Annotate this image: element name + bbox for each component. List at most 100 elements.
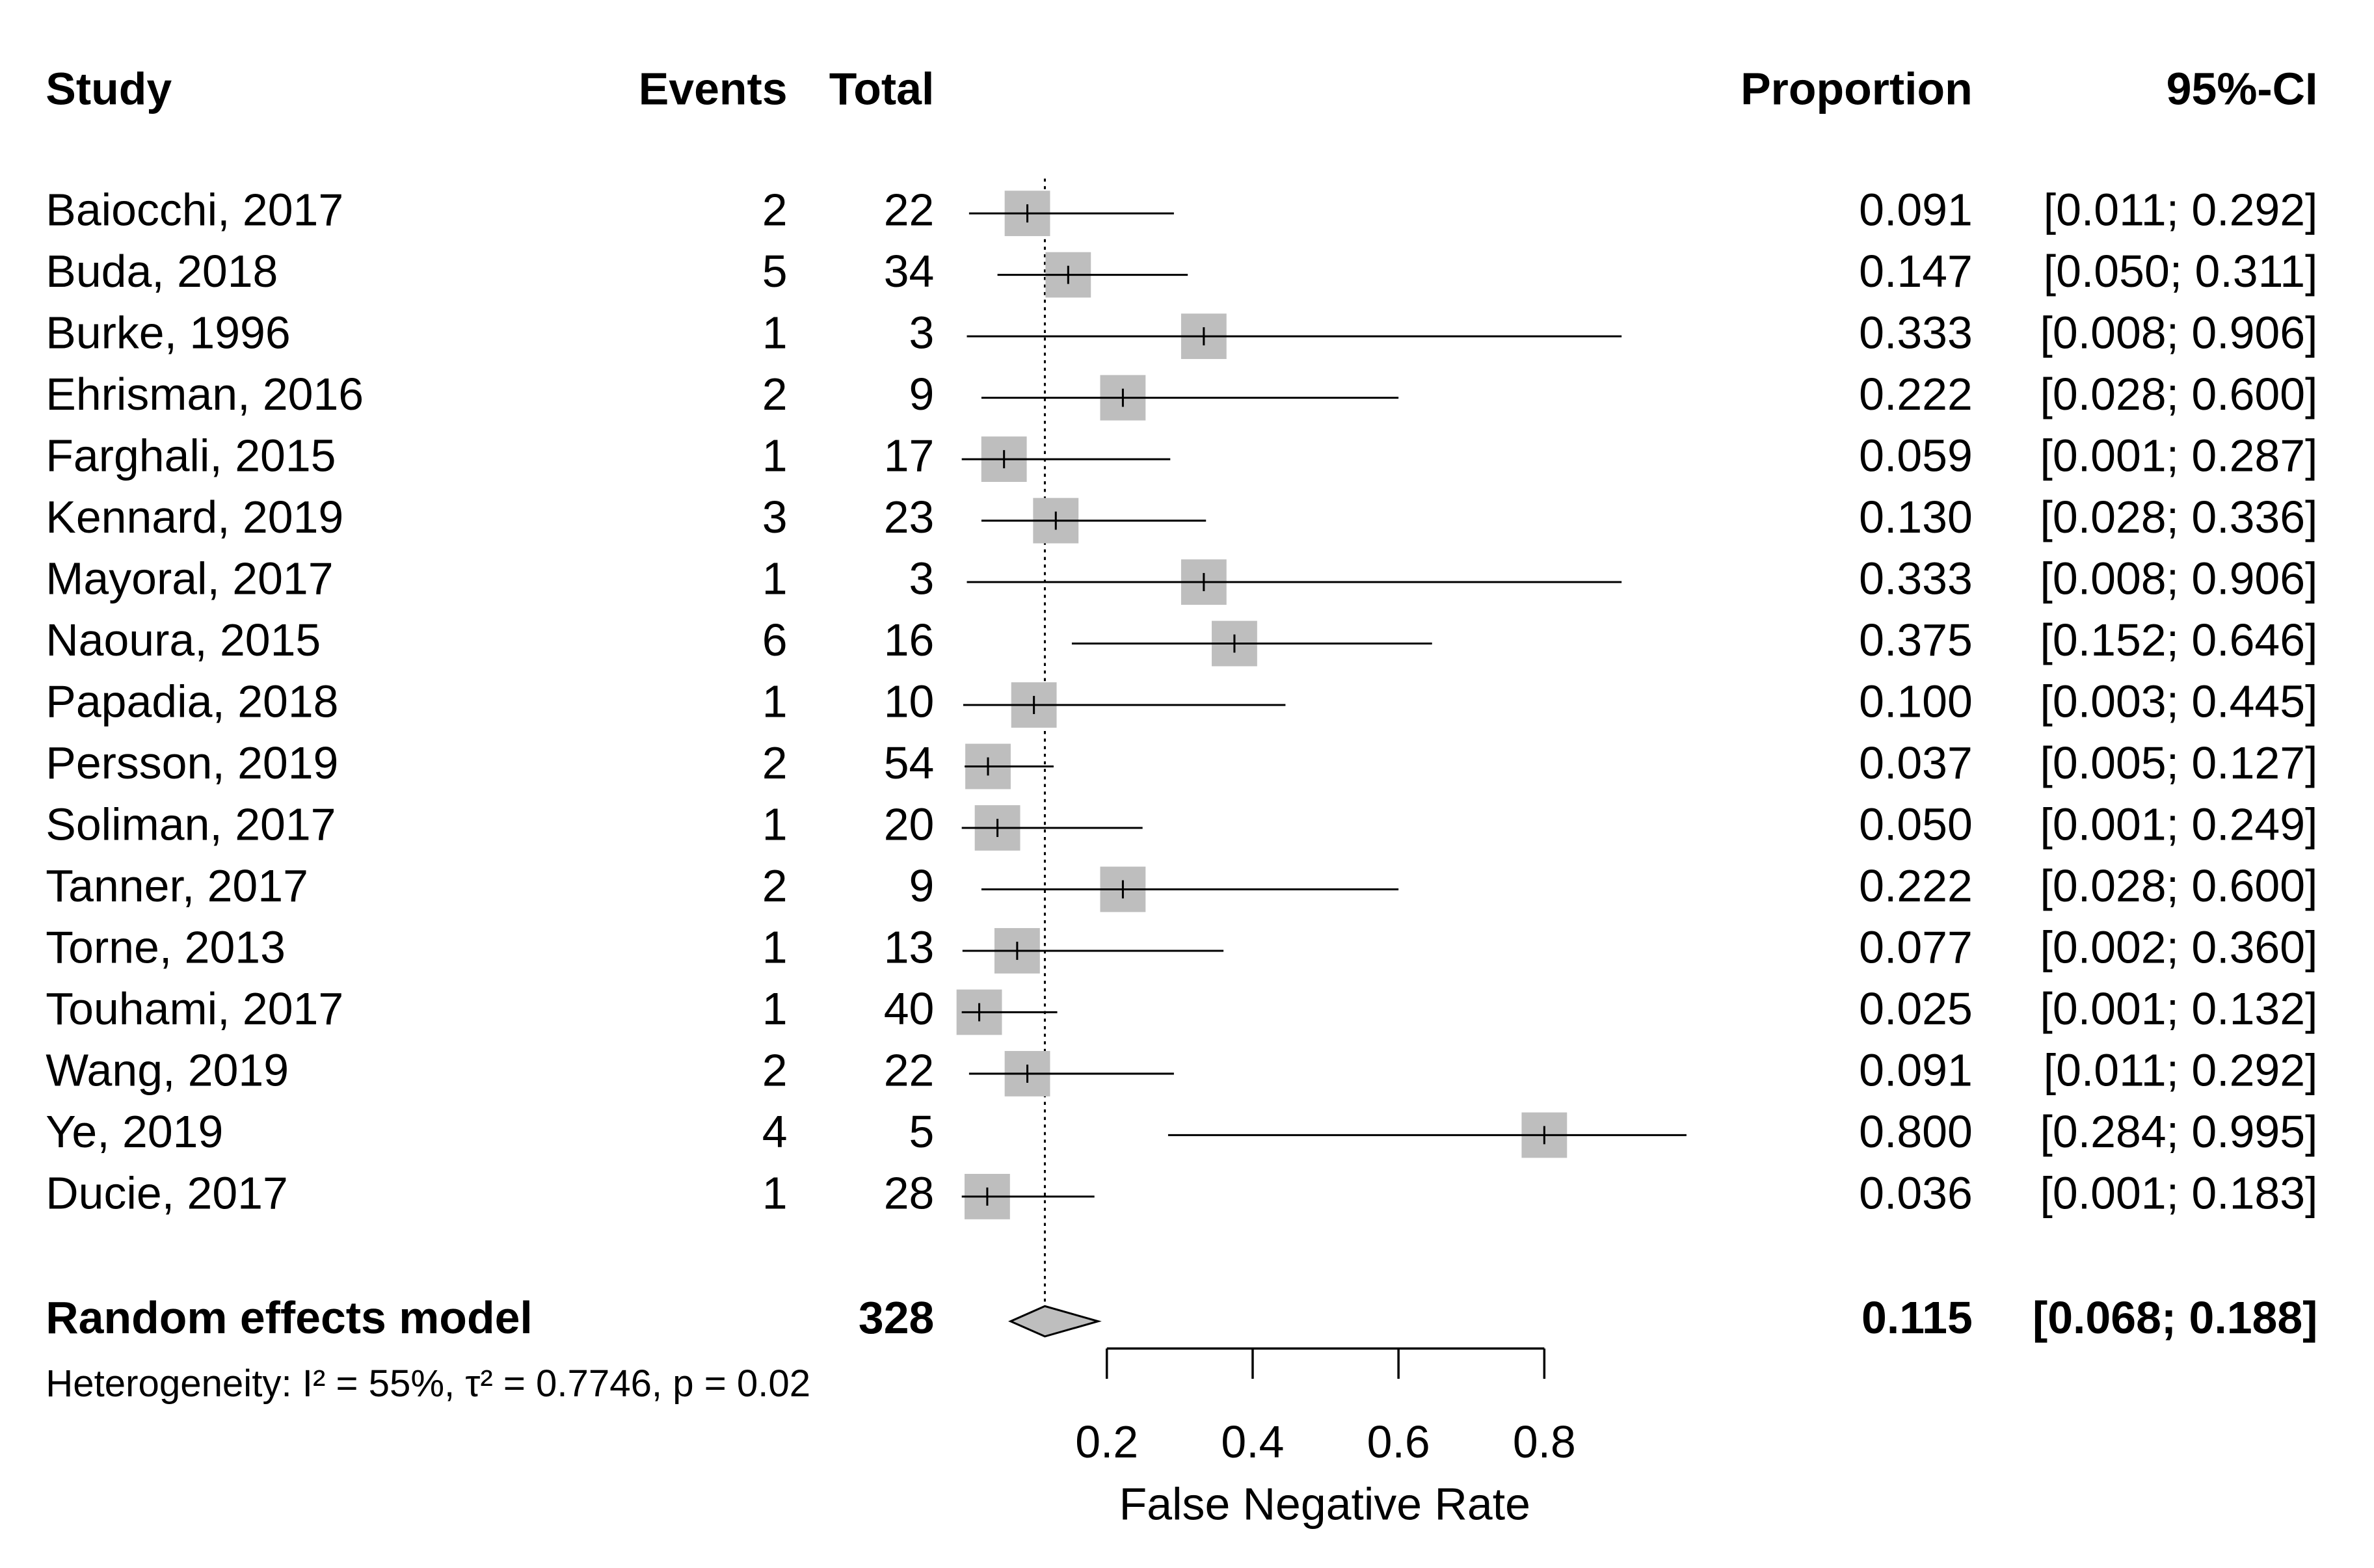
ci: [0.028; 0.600] xyxy=(2040,369,2318,419)
total: 3 xyxy=(909,308,935,358)
header-study: Study xyxy=(46,63,172,114)
events: 2 xyxy=(762,185,788,235)
proportion: 0.333 xyxy=(1859,308,1973,358)
proportion: 0.025 xyxy=(1859,983,1973,1034)
study-name: Soliman, 2017 xyxy=(46,799,336,849)
ci: [0.028; 0.336] xyxy=(2040,492,2318,542)
study-name: Kennard, 2019 xyxy=(46,492,343,542)
x-axis-label: False Negative Rate xyxy=(1119,1478,1530,1529)
events: 1 xyxy=(762,308,788,358)
total: 10 xyxy=(884,676,935,726)
pooled-ci: [0.068; 0.188] xyxy=(2033,1292,2317,1343)
proportion: 0.800 xyxy=(1859,1106,1973,1157)
ci: [0.284; 0.995] xyxy=(2040,1106,2318,1157)
total: 13 xyxy=(884,922,935,972)
events: 2 xyxy=(762,1044,788,1095)
total: 22 xyxy=(884,185,935,235)
events: 1 xyxy=(762,553,788,604)
study-name: Papadia, 2018 xyxy=(46,676,338,726)
header-events: Events xyxy=(639,63,788,114)
proportion: 0.036 xyxy=(1859,1167,1973,1218)
x-tick-label: 0.2 xyxy=(1075,1416,1138,1467)
header-ci: 95%-CI xyxy=(2167,63,2318,114)
x-tick-label: 0.4 xyxy=(1221,1416,1284,1467)
study-name: Farghali, 2015 xyxy=(46,431,336,481)
proportion: 0.222 xyxy=(1859,369,1973,419)
total: 23 xyxy=(884,492,935,542)
events: 1 xyxy=(762,922,788,972)
events: 5 xyxy=(762,246,788,297)
study-name: Buda, 2018 xyxy=(46,246,278,297)
proportion: 0.050 xyxy=(1859,799,1973,849)
header-proportion: Proportion xyxy=(1740,63,1973,114)
study-name: Touhami, 2017 xyxy=(46,983,343,1034)
total: 16 xyxy=(884,615,935,665)
events: 2 xyxy=(762,860,788,911)
total: 20 xyxy=(884,799,935,849)
events: 1 xyxy=(762,676,788,726)
proportion: 0.130 xyxy=(1859,492,1973,542)
heterogeneity: Heterogeneity: I² = 55%, τ² = 0.7746, p … xyxy=(46,1362,810,1405)
total: 40 xyxy=(884,983,935,1034)
ci: [0.001; 0.249] xyxy=(2040,799,2318,849)
total: 54 xyxy=(884,737,935,788)
ci: [0.028; 0.600] xyxy=(2040,860,2318,911)
study-name: Burke, 1996 xyxy=(46,308,290,358)
x-tick-label: 0.8 xyxy=(1513,1416,1576,1467)
proportion: 0.037 xyxy=(1859,737,1973,788)
ci: [0.050; 0.311] xyxy=(2044,246,2318,297)
total: 22 xyxy=(884,1044,935,1095)
total: 9 xyxy=(909,369,935,419)
total: 5 xyxy=(909,1106,935,1157)
pooled-diamond xyxy=(1008,1305,1102,1338)
events: 4 xyxy=(762,1106,788,1157)
ci: [0.008; 0.906] xyxy=(2040,553,2318,604)
study-name: Ye, 2019 xyxy=(46,1106,223,1157)
total: 34 xyxy=(884,246,935,297)
header-total: Total xyxy=(829,63,935,114)
ci: [0.011; 0.292] xyxy=(2044,185,2318,235)
total: 17 xyxy=(884,431,935,481)
events: 1 xyxy=(762,983,788,1034)
pooled-total: 328 xyxy=(859,1292,934,1343)
ci: [0.152; 0.646] xyxy=(2040,615,2318,665)
study-name: Tanner, 2017 xyxy=(46,860,308,911)
study-name: Torne, 2013 xyxy=(46,922,286,972)
events: 1 xyxy=(762,799,788,849)
proportion: 0.100 xyxy=(1859,676,1973,726)
proportion: 0.333 xyxy=(1859,553,1973,604)
proportion: 0.147 xyxy=(1859,246,1973,297)
study-name: Wang, 2019 xyxy=(46,1044,289,1095)
ci: [0.008; 0.906] xyxy=(2040,308,2318,358)
study-name: Persson, 2019 xyxy=(46,737,338,788)
x-tick-label: 0.6 xyxy=(1367,1416,1430,1467)
events: 3 xyxy=(762,492,788,542)
events: 2 xyxy=(762,737,788,788)
pooled-proportion: 0.115 xyxy=(1861,1292,1973,1343)
proportion: 0.222 xyxy=(1859,860,1973,911)
ci: [0.001; 0.183] xyxy=(2040,1167,2318,1218)
ci: [0.001; 0.132] xyxy=(2040,983,2318,1034)
ci: [0.011; 0.292] xyxy=(2044,1044,2318,1095)
pooled-label: Random effects model xyxy=(46,1292,533,1343)
events: 6 xyxy=(762,615,788,665)
ci: [0.005; 0.127] xyxy=(2040,737,2318,788)
total: 3 xyxy=(909,553,935,604)
study-name: Ducie, 2017 xyxy=(46,1167,288,1218)
study-name: Mayoral, 2017 xyxy=(46,553,333,604)
ci: [0.002; 0.360] xyxy=(2040,922,2318,972)
proportion: 0.375 xyxy=(1859,615,1973,665)
proportion: 0.091 xyxy=(1859,1044,1973,1095)
events: 1 xyxy=(762,1167,788,1218)
study-name: Naoura, 2015 xyxy=(46,615,321,665)
ci: [0.001; 0.287] xyxy=(2040,431,2318,481)
ci: [0.003; 0.445] xyxy=(2040,676,2318,726)
study-name: Ehrisman, 2016 xyxy=(46,369,364,419)
total: 28 xyxy=(884,1167,935,1218)
proportion: 0.077 xyxy=(1859,922,1973,972)
proportion: 0.059 xyxy=(1859,431,1973,481)
events: 2 xyxy=(762,369,788,419)
proportion: 0.091 xyxy=(1859,185,1973,235)
